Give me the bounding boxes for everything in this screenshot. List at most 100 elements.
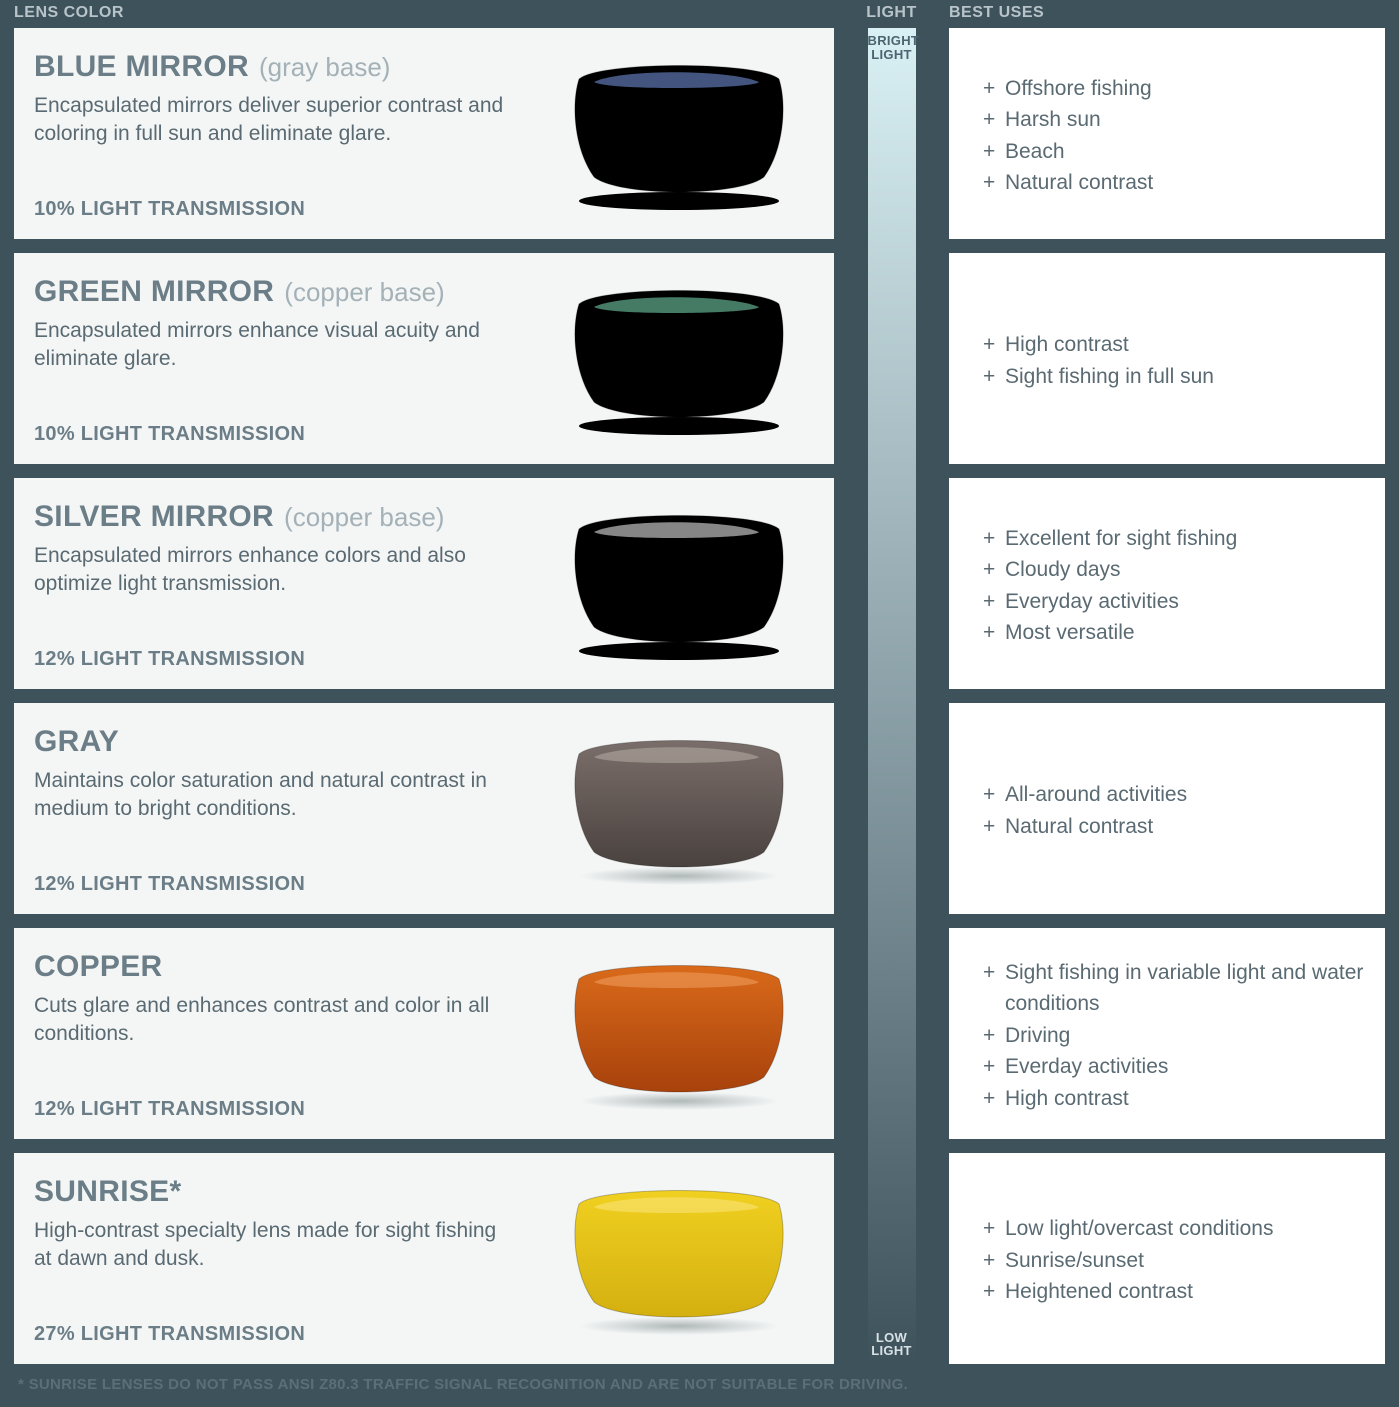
lens-image <box>524 28 834 239</box>
lens-row: SUNRISE* High-contrast specialty lens ma… <box>14 1153 834 1364</box>
plus-icon: + <box>983 617 1005 649</box>
lens-base: (gray base) <box>259 52 391 83</box>
use-text: Everyday activities <box>1005 586 1179 618</box>
lens-image <box>524 253 834 464</box>
lens-icon <box>559 1174 799 1344</box>
header-row: LENS COLOR LIGHT BEST USES <box>0 0 1399 28</box>
lens-icon <box>559 274 799 444</box>
lens-transmission: 12% LIGHT TRANSMISSION <box>34 873 504 896</box>
lens-title: BLUE MIRROR <box>34 50 249 84</box>
use-item: +Natural contrast <box>983 811 1365 843</box>
lens-description: Maintains color saturation and natural c… <box>34 767 504 873</box>
uses-row: +All-around activities+Natural contrast <box>949 703 1385 914</box>
use-text: All-around activities <box>1005 779 1187 811</box>
plus-icon: + <box>983 167 1005 199</box>
use-item: +Natural contrast <box>983 167 1365 199</box>
use-item: +Sight fishing in full sun <box>983 361 1365 393</box>
plus-icon: + <box>983 136 1005 168</box>
use-text: Natural contrast <box>1005 167 1153 199</box>
plus-icon: + <box>983 586 1005 618</box>
use-item: +Cloudy days <box>983 554 1365 586</box>
lens-transmission: 12% LIGHT TRANSMISSION <box>34 1098 504 1121</box>
use-text: Low light/overcast conditions <box>1005 1213 1273 1245</box>
uses-column: +Offshore fishing+Harsh sun+Beach+Natura… <box>949 28 1385 1364</box>
use-text: High contrast <box>1005 329 1129 361</box>
light-label-low: LOWLIGHT <box>868 1331 916 1358</box>
plus-icon: + <box>983 957 1005 1020</box>
lens-text-block: SUNRISE* High-contrast specialty lens ma… <box>14 1153 524 1364</box>
use-text: Beach <box>1005 136 1065 168</box>
lens-row: GREEN MIRROR (copper base) Encapsulated … <box>14 253 834 464</box>
use-text: Sight fishing in full sun <box>1005 361 1214 393</box>
plus-icon: + <box>983 1276 1005 1308</box>
lens-base: (copper base) <box>284 277 444 308</box>
lens-icon <box>559 949 799 1119</box>
lens-row: COPPER Cuts glare and enhances contrast … <box>14 928 834 1139</box>
light-scale-column: BRIGHTLIGHT LOWLIGHT <box>834 28 949 1364</box>
use-text: Most versatile <box>1005 617 1135 649</box>
use-text: Excellent for sight fishing <box>1005 523 1237 555</box>
header-best-uses: BEST USES <box>949 4 1385 22</box>
uses-row: +Offshore fishing+Harsh sun+Beach+Natura… <box>949 28 1385 239</box>
use-item: +Low light/overcast conditions <box>983 1213 1365 1245</box>
uses-row: +Low light/overcast conditions+Sunrise/s… <box>949 1153 1385 1364</box>
content-grid: BLUE MIRROR (gray base) Encapsulated mir… <box>0 28 1399 1364</box>
lens-description: High-contrast specialty lens made for si… <box>34 1217 504 1323</box>
lens-row: SILVER MIRROR (copper base) Encapsulated… <box>14 478 834 689</box>
use-item: +Heightened contrast <box>983 1276 1365 1308</box>
lens-title: GREEN MIRROR <box>34 275 274 309</box>
plus-icon: + <box>983 523 1005 555</box>
lens-icon <box>559 49 799 219</box>
uses-row: +Excellent for sight fishing+Cloudy days… <box>949 478 1385 689</box>
lens-transmission: 10% LIGHT TRANSMISSION <box>34 423 504 446</box>
use-item: +High contrast <box>983 1083 1365 1115</box>
use-item: +Driving <box>983 1020 1365 1052</box>
lens-description: Encapsulated mirrors deliver superior co… <box>34 92 504 198</box>
lens-text-block: GRAY Maintains color saturation and natu… <box>14 703 524 914</box>
use-text: Offshore fishing <box>1005 73 1152 105</box>
use-text: Harsh sun <box>1005 104 1101 136</box>
plus-icon: + <box>983 811 1005 843</box>
use-item: +Most versatile <box>983 617 1365 649</box>
plus-icon: + <box>983 1083 1005 1115</box>
lens-image <box>524 478 834 689</box>
plus-icon: + <box>983 329 1005 361</box>
use-text: Sight fishing in variable light and wate… <box>1005 957 1365 1020</box>
lens-description: Encapsulated mirrors enhance visual acui… <box>34 317 504 423</box>
lens-image <box>524 703 834 914</box>
lens-icon <box>559 499 799 669</box>
lens-title: COPPER <box>34 950 163 984</box>
use-item: +All-around activities <box>983 779 1365 811</box>
use-text: Driving <box>1005 1020 1070 1052</box>
lens-text-block: SILVER MIRROR (copper base) Encapsulated… <box>14 478 524 689</box>
use-item: +Harsh sun <box>983 104 1365 136</box>
light-gradient-strip: BRIGHTLIGHT LOWLIGHT <box>868 28 916 1364</box>
lens-title: SILVER MIRROR <box>34 500 274 534</box>
lens-base: (copper base) <box>284 502 444 533</box>
use-text: High contrast <box>1005 1083 1129 1115</box>
lens-text-block: GREEN MIRROR (copper base) Encapsulated … <box>14 253 524 464</box>
uses-row: +Sight fishing in variable light and wat… <box>949 928 1385 1139</box>
plus-icon: + <box>983 554 1005 586</box>
plus-icon: + <box>983 1020 1005 1052</box>
uses-row: +High contrast+Sight fishing in full sun <box>949 253 1385 464</box>
lens-row: BLUE MIRROR (gray base) Encapsulated mir… <box>14 28 834 239</box>
lens-image <box>524 1153 834 1364</box>
light-label-bright: BRIGHTLIGHT <box>868 34 916 61</box>
lens-row: GRAY Maintains color saturation and natu… <box>14 703 834 914</box>
use-text: Everday activities <box>1005 1051 1168 1083</box>
lens-description: Cuts glare and enhances contrast and col… <box>34 992 504 1098</box>
use-item: +Sunrise/sunset <box>983 1245 1365 1277</box>
lens-column: BLUE MIRROR (gray base) Encapsulated mir… <box>14 28 834 1364</box>
use-text: Natural contrast <box>1005 811 1153 843</box>
footnote: * SUNRISE LENSES DO NOT PASS ANSI Z80.3 … <box>0 1364 1399 1407</box>
plus-icon: + <box>983 1213 1005 1245</box>
use-text: Sunrise/sunset <box>1005 1245 1144 1277</box>
use-item: +Everday activities <box>983 1051 1365 1083</box>
plus-icon: + <box>983 104 1005 136</box>
plus-icon: + <box>983 779 1005 811</box>
use-text: Cloudy days <box>1005 554 1121 586</box>
lens-transmission: 10% LIGHT TRANSMISSION <box>34 198 504 221</box>
use-item: +Offshore fishing <box>983 73 1365 105</box>
lens-title: SUNRISE* <box>34 1175 181 1209</box>
